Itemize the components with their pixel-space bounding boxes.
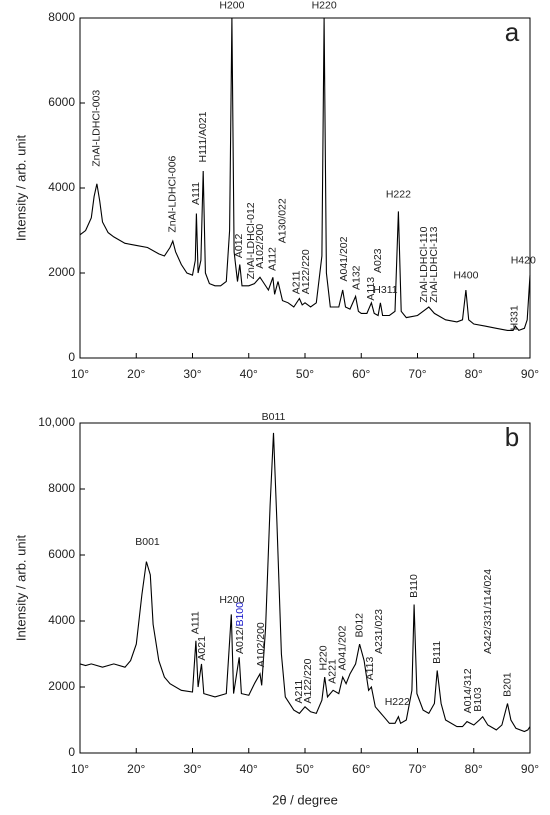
x-tick-label: 70° <box>408 762 426 776</box>
peak-label: B110 <box>408 574 420 598</box>
x-tick-label: 50° <box>296 367 314 381</box>
peak-label: A102/200 <box>255 622 267 667</box>
peak-label: B001 <box>135 536 160 548</box>
peak-label: H311 <box>373 284 397 296</box>
peak-label: A112 <box>267 247 279 271</box>
peak-label: A041/202 <box>336 625 348 670</box>
peak-label-part: B100 <box>234 602 246 627</box>
peak-label: B103 <box>472 687 484 712</box>
plot-frame <box>79 17 531 359</box>
peak-label: A041/202 <box>338 236 350 281</box>
peak-label: B201 <box>501 672 513 697</box>
peak-label: A132 <box>351 265 363 290</box>
peak-label: A102/200 <box>254 224 266 269</box>
peak-label: H400 <box>453 269 478 281</box>
peak-label: A242/331/114/024 <box>482 569 494 654</box>
y-axis-label: Intensity / arb. unit <box>13 535 28 642</box>
peak-label: H200 <box>219 0 244 11</box>
peak-label: A023 <box>372 248 384 273</box>
peak-label: H420 <box>511 254 536 266</box>
x-tick-label: 90° <box>521 762 539 776</box>
y-tick-label: 4000 <box>48 613 75 627</box>
x-tick-label: 60° <box>352 762 370 776</box>
panel: 0 2000 4000 6000 8000 10° 20° 30° 40° 50° 60° 70° 80… <box>13 0 539 381</box>
peak-label: B111 <box>431 641 443 664</box>
peak-label: H222 <box>385 696 410 708</box>
peak-label: H200 <box>219 594 244 606</box>
peak-label: ZnAl-LDHCl-110 <box>418 226 430 302</box>
peak-label: A211 <box>290 270 302 294</box>
x-tick-label: 40° <box>240 367 258 381</box>
peak-label: H331 <box>509 305 521 330</box>
y-tick-label: 6000 <box>48 95 75 109</box>
x-tick-label: 40° <box>240 762 258 776</box>
pattern-line <box>80 17 531 332</box>
panel-label: a <box>505 17 520 47</box>
peak-label: A012/B100 <box>234 602 246 654</box>
peak-label: A122/220 <box>300 249 312 294</box>
peak-label: A211 <box>293 680 305 704</box>
y-tick-label: 0 <box>68 745 75 759</box>
y-tick-label: 4000 <box>48 180 75 194</box>
peak-label: B011 <box>262 411 286 423</box>
x-tick-label: 50° <box>296 762 314 776</box>
peak-label: ZnAl-LDHCl-006 <box>167 155 179 232</box>
peak-label: A111 <box>190 182 202 205</box>
peak-label: A231/023 <box>373 609 385 654</box>
peak-label: A021 <box>196 636 208 661</box>
y-tick-label: 6000 <box>48 547 75 561</box>
x-tick-label: 20° <box>127 367 145 381</box>
peak-label: A111 <box>190 611 202 634</box>
peak-label: ZnAl-LDHCl-012 <box>245 202 257 279</box>
pattern-line <box>80 432 531 733</box>
peak-label: ZnAl-LDHCl-003 <box>91 90 103 167</box>
y-tick-label: 2000 <box>48 265 75 279</box>
x-tick-label: 90° <box>521 367 539 381</box>
peak-label: H111/A021 <box>197 111 209 162</box>
peak-label: H220 <box>312 0 337 11</box>
x-tick-label: 80° <box>465 762 483 776</box>
x-tick-label: 80° <box>465 367 483 381</box>
peak-label: A130/022 <box>276 198 288 243</box>
y-tick-label: 10,000 <box>38 415 75 429</box>
y-axis-label: Intensity / arb. unit <box>13 135 28 242</box>
panel-label: b <box>505 422 519 452</box>
peak-label: B012 <box>353 613 365 638</box>
x-tick-label: 30° <box>183 762 201 776</box>
peak-label: A221 <box>326 659 338 684</box>
x-tick-label: 60° <box>352 367 370 381</box>
peak-label: H222 <box>386 189 411 201</box>
peak-label: A014/312 <box>462 668 474 713</box>
peak-label: A012 <box>233 233 245 258</box>
peak-label-part: A012/ <box>234 626 246 654</box>
peak-label: H220 <box>317 645 329 670</box>
peak-label: A113 <box>364 656 376 680</box>
y-tick-label: 8000 <box>48 481 75 495</box>
y-tick-label: 0 <box>68 350 75 364</box>
x-tick-label: 30° <box>183 367 201 381</box>
x-tick-label: 10° <box>71 367 89 381</box>
x-tick-label: 70° <box>408 367 426 381</box>
y-tick-label: 2000 <box>48 679 75 693</box>
peak-label: A122/220 <box>302 658 314 703</box>
x-tick-label: 10° <box>71 762 89 776</box>
y-tick-label: 8000 <box>48 10 75 24</box>
x-axis-label: 2θ / degree <box>272 792 338 807</box>
x-tick-label: 20° <box>127 762 145 776</box>
panel: 0 2000 4000 6000 8000 10,000 10° 20° 30° 40° 50° 60… <box>13 411 539 808</box>
peak-label: A113 <box>365 277 377 301</box>
peak-label: ZnAl-LDHCl-113 <box>428 226 440 302</box>
